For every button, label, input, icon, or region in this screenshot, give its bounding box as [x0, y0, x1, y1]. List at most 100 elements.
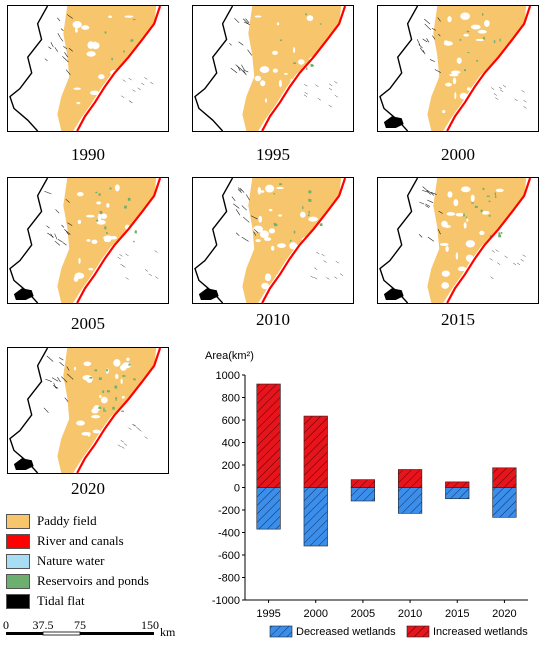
paddy-field-area — [57, 6, 157, 131]
scale-segment — [42, 631, 81, 636]
y-tick-label: 0 — [234, 483, 240, 495]
map-year-label: 2015 — [441, 310, 475, 329]
bar-increased-2005 — [350, 479, 376, 488]
map-2005 — [7, 177, 169, 304]
legend-label: Paddy field — [37, 513, 97, 528]
map-2010 — [192, 177, 354, 304]
river-canal — [261, 178, 347, 303]
tidal-flat — [13, 458, 34, 471]
legend-swatch — [6, 573, 30, 589]
y-axis-label: Area(km²) — [205, 350, 254, 362]
map-year-label: 2020 — [71, 479, 105, 498]
tidal-flat — [383, 116, 404, 129]
paddy-field-area — [427, 6, 527, 131]
coastline — [9, 178, 49, 303]
y-tick-label: -600 — [218, 550, 240, 562]
wetland-change-chart: Area(km²) 1000 800 600 400 200 0 -200 -400 -600-… — [188, 345, 548, 643]
map-year-label: 2005 — [71, 314, 105, 333]
scale-unit: km — [160, 625, 176, 639]
legend-item-nature-water: Nature water — [6, 553, 105, 569]
bar-decreased-2020 — [492, 487, 517, 518]
legend-swatch — [6, 513, 30, 529]
drainage-lines — [416, 17, 527, 109]
drainage-lines — [231, 187, 344, 280]
bar-decreased-2015 — [445, 487, 470, 500]
y-tick-label: 600 — [222, 415, 240, 427]
coastline — [379, 6, 419, 131]
y-tick-label: -200 — [218, 505, 240, 517]
reservoir-ponds — [95, 187, 137, 243]
reservoir-ponds — [279, 13, 322, 70]
drainage-lines — [418, 186, 526, 279]
y-tick-label: 200 — [222, 460, 240, 472]
bar-decreased-2005 — [350, 487, 376, 502]
reservoir-ponds — [459, 13, 501, 72]
scale-segment — [80, 632, 154, 635]
reservoir-ponds — [89, 363, 136, 413]
tidal-flat — [198, 288, 219, 301]
map-year-label: 1995 — [256, 145, 290, 164]
map-holes — [253, 184, 318, 290]
paddy-field-area — [57, 348, 157, 473]
coastline — [9, 6, 49, 131]
paddy-field-area — [427, 178, 527, 303]
x-tick-label: 2000 — [304, 608, 328, 620]
scale-bar: 0 37.5 75 150 km — [0, 618, 180, 644]
legend-label: River and canals — [37, 533, 124, 548]
y-tick-label: 1000 — [216, 370, 240, 382]
map-year-label: 1990 — [71, 145, 105, 164]
map-1995 — [192, 5, 354, 132]
x-tick-label: 2020 — [492, 608, 516, 620]
paddy-field-area — [242, 6, 342, 131]
drainage-lines — [44, 190, 159, 280]
legend-label: Tidal flat — [37, 593, 85, 608]
drainage-lines — [43, 355, 148, 449]
map-2015 — [377, 177, 539, 304]
map-holes — [73, 357, 132, 459]
map-year-label: 2000 — [441, 145, 475, 164]
coastline — [194, 178, 234, 303]
river-canal — [76, 6, 162, 131]
map-2000 — [377, 5, 539, 132]
x-tick-label: 2010 — [398, 608, 422, 620]
legend-item-tidal-flat: Tidal flat — [6, 593, 85, 609]
tidal-flat — [13, 288, 34, 301]
x-tick-label: 1995 — [256, 608, 280, 620]
reservoir-ponds — [104, 19, 136, 61]
scale-tick-2: 75 — [74, 620, 86, 632]
coastline — [379, 178, 419, 303]
scale-tick-1: 37.5 — [33, 620, 54, 632]
scale-segment — [6, 632, 43, 635]
legend-item-river-and-canals: River and canals — [6, 533, 124, 549]
chart-legend: Decreased wetlands Increased wetlands — [269, 625, 528, 638]
legend-item-paddy-field: Paddy field — [6, 513, 97, 529]
coastline — [194, 6, 234, 131]
river-canal — [446, 6, 532, 131]
legend-label-increased: Increased wetlands — [433, 626, 528, 638]
river-canal — [261, 6, 347, 131]
map-holes — [442, 12, 490, 115]
coastline — [9, 348, 49, 473]
reservoir-ponds — [463, 187, 503, 238]
scale-tick-0: 0 — [3, 620, 9, 632]
river-canal — [446, 178, 532, 303]
bar-increased-2000 — [303, 415, 328, 488]
map-holes — [72, 15, 134, 110]
y-tick-label: -400 — [218, 528, 240, 540]
map-holes — [73, 184, 130, 282]
tidal-flat — [383, 288, 404, 301]
x-tick-label: 2005 — [351, 608, 375, 620]
reservoir-ponds — [273, 183, 323, 242]
drainage-lines — [44, 14, 154, 104]
legend-label: Nature water — [37, 553, 105, 568]
chart-svg: Area(km²) 10008006004002000-200-400-600-… — [205, 350, 528, 638]
map-holes — [439, 186, 504, 289]
bar-increased-2020 — [492, 467, 517, 488]
legend-item-reservoirs-and-ponds: Reservoirs and ponds — [6, 573, 149, 589]
bar-decreased-2000 — [303, 487, 328, 547]
bar-increased-1995 — [256, 383, 281, 488]
drainage-lines — [229, 17, 338, 108]
scale-tick-3: 150 — [141, 620, 159, 632]
bar-decreased-1995 — [256, 487, 281, 530]
legend-swatch-increased — [406, 625, 430, 638]
